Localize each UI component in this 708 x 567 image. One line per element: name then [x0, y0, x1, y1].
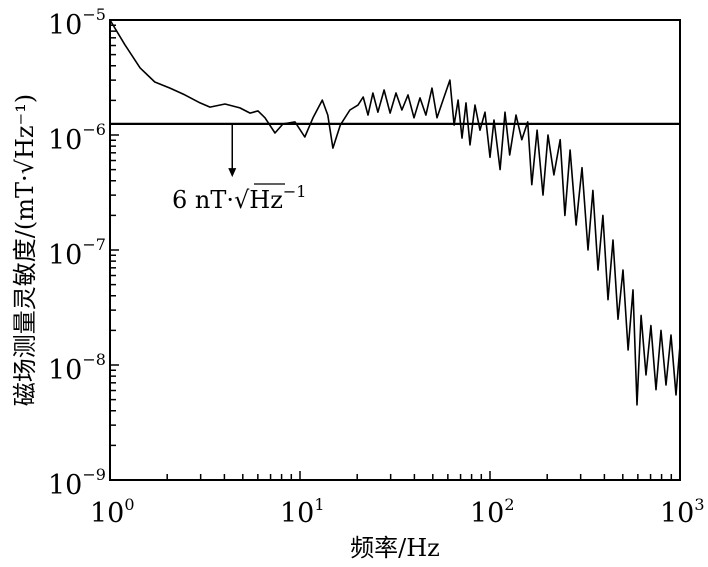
- y-tick-base: 10: [48, 240, 82, 271]
- x-tick-base: 10: [90, 498, 124, 529]
- x-axis-label: 频率/Hz: [350, 534, 440, 562]
- x-tick-labels: 100 101 102 103: [90, 495, 705, 529]
- y-tick-base: 10: [48, 125, 82, 156]
- x-tick-base: 10: [280, 498, 314, 529]
- y-tick-base: 10: [48, 470, 82, 501]
- x-tick-exponent: 2: [504, 495, 514, 514]
- y-tick-exponent: −8: [82, 350, 106, 369]
- y-tick-label: 10−5: [48, 5, 106, 41]
- y-tick-label: 10−8: [48, 350, 106, 386]
- x-tick-base: 10: [660, 498, 694, 529]
- axis-ticks: [109, 19, 681, 481]
- plot-frame: [109, 19, 681, 481]
- x-tick-exponent: 3: [694, 495, 704, 514]
- y-axis-label: 磁场测量灵敏度/(mT·√Hz⁻¹): [11, 94, 39, 406]
- y-tick-base: 10: [48, 355, 82, 386]
- x-tick-exponent: 1: [314, 495, 324, 514]
- x-tick-label: 102: [470, 495, 515, 529]
- y-tick-exponent: −6: [82, 120, 106, 139]
- annotation-label: 6 nT·√Hz−1: [172, 182, 306, 214]
- y-tick-exponent: −5: [82, 5, 106, 24]
- y-tick-exponent: −9: [82, 465, 106, 484]
- y-tick-exponent: −7: [82, 235, 106, 254]
- y-tick-base: 10: [48, 10, 82, 41]
- x-tick-label: 100: [90, 495, 135, 529]
- x-tick-label: 101: [280, 495, 325, 529]
- x-tick-base: 10: [470, 498, 504, 529]
- y-tick-labels: 10−510−610−710−810−9: [48, 5, 106, 501]
- y-tick-label: 10−7: [48, 235, 106, 271]
- y-tick-label: 10−9: [48, 465, 106, 501]
- x-tick-label: 103: [660, 495, 705, 529]
- x-tick-exponent: 0: [124, 495, 134, 514]
- annotation-arrow-head: [228, 168, 237, 178]
- y-tick-label: 10−6: [48, 120, 106, 156]
